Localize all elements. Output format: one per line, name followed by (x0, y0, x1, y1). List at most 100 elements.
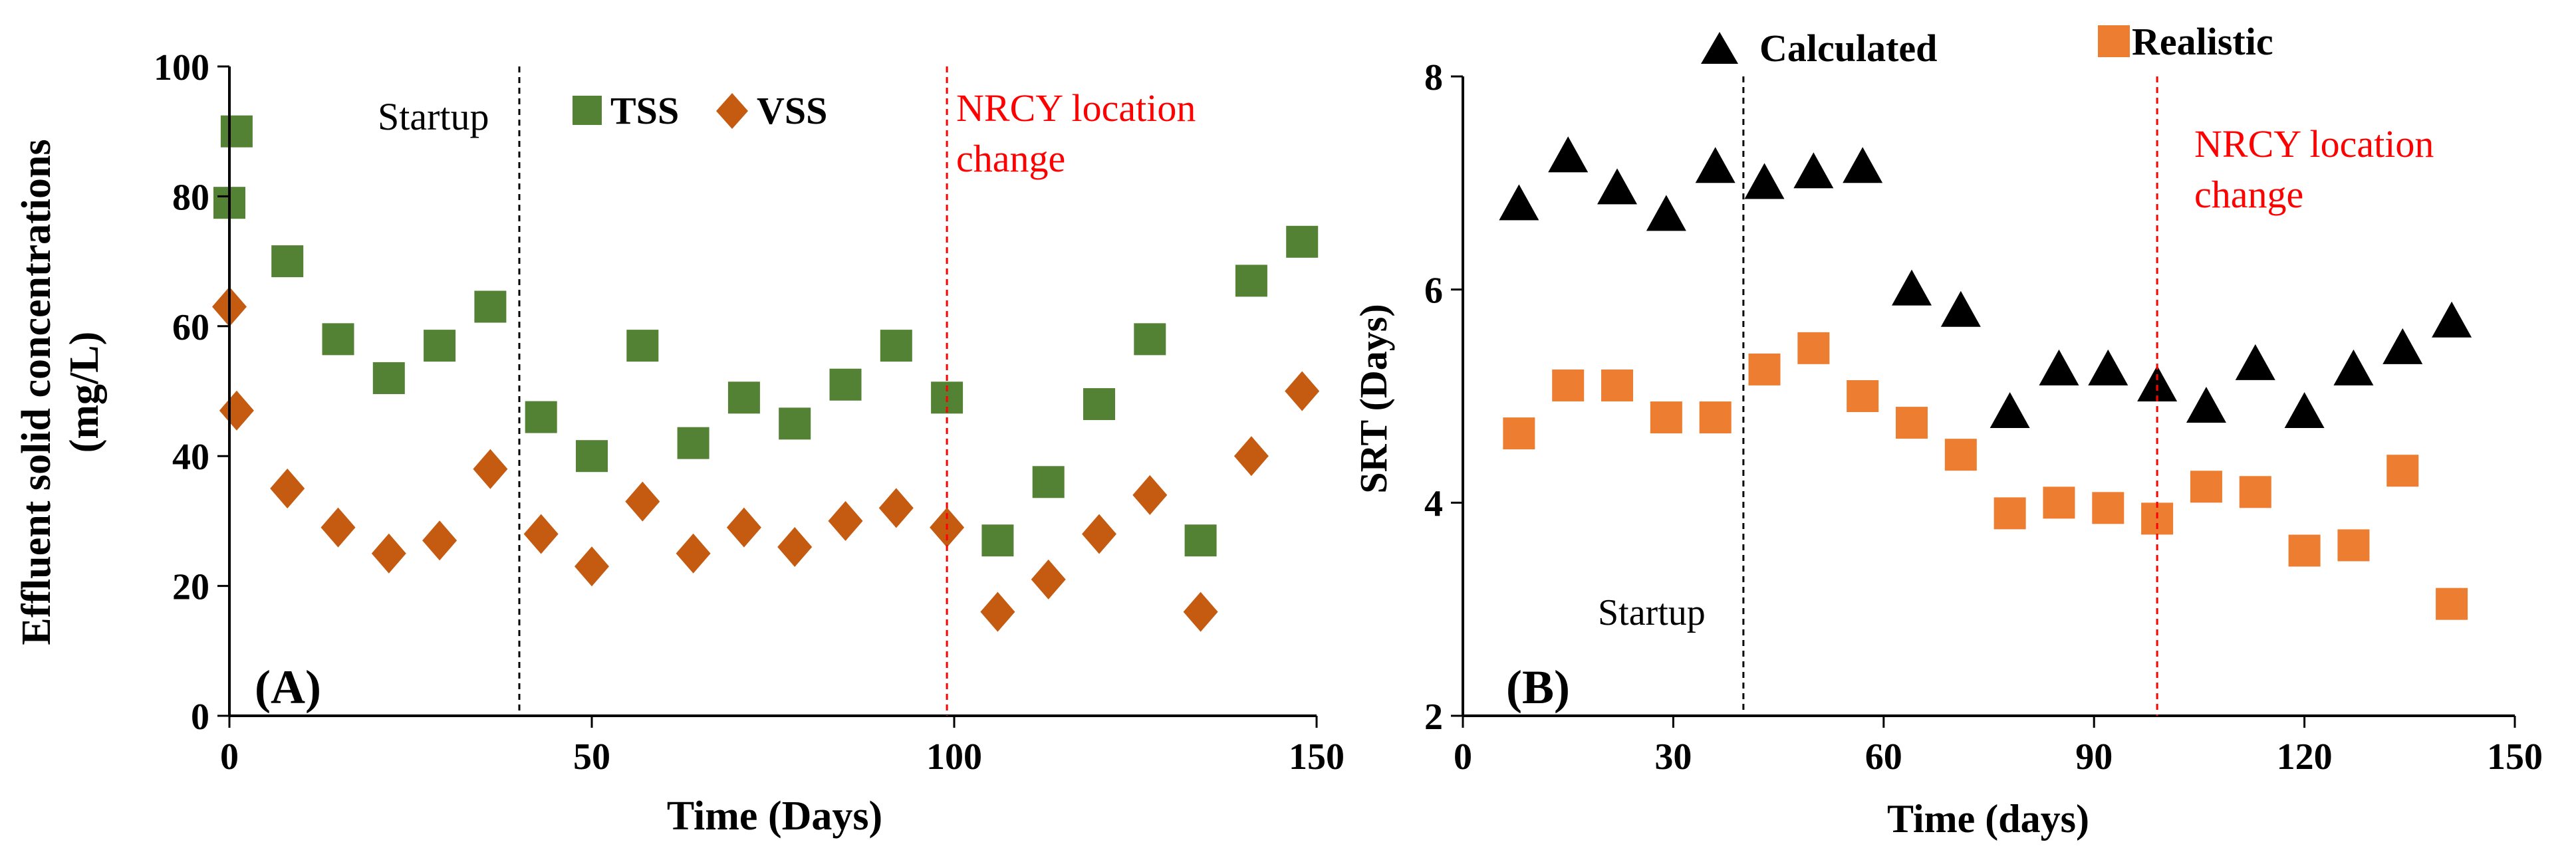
data-point-calculated (2235, 344, 2275, 380)
panel-a-startup-label: Startup (378, 95, 489, 138)
legend-realistic-label: Realistic (2132, 20, 2273, 63)
data-point-vss (270, 469, 305, 509)
data-point-calculated (1891, 269, 1932, 306)
y-tick-label: 40 (172, 437, 209, 478)
data-point-tss (271, 245, 304, 278)
data-point-vss (1031, 559, 1066, 599)
data-point-realistic (1847, 380, 1879, 412)
x-tick-label: 150 (1289, 736, 1345, 778)
data-point-realistic (1503, 417, 1535, 450)
x-tick-label: 100 (926, 736, 982, 778)
panel-b-x-label: Time (days) (1887, 797, 2089, 841)
panel-a-y-label: Effluent solid concentrations (mg/L) (14, 139, 107, 645)
panel-b: 0 30 60 90 120 150 2 4 6 8 SRT (Days) Time (days)… (1352, 20, 2543, 841)
data-point-realistic (2239, 476, 2271, 508)
data-point-tss (727, 381, 760, 414)
data-point-tss (829, 368, 862, 401)
data-point-vss (726, 507, 761, 548)
legend-realistic-marker (2098, 25, 2130, 57)
y-tick-label: 4 (1424, 483, 1443, 524)
legend-calculated-label: Calculated (1759, 27, 1937, 70)
data-point-calculated (1695, 147, 1736, 183)
data-point-calculated (1548, 136, 1589, 173)
legend-calculated-marker (1701, 32, 1738, 64)
data-point-realistic (1699, 401, 1732, 434)
panel-a-legend: TSS VSS (573, 89, 827, 132)
data-point-vss (1183, 592, 1218, 632)
data-point-calculated (2039, 349, 2079, 385)
data-point-tss (1134, 323, 1166, 356)
data-point-calculated (2137, 365, 2178, 401)
data-point-vss (473, 449, 508, 489)
panel-b-tag: (B) (1506, 661, 1570, 714)
data-point-tss (880, 330, 912, 362)
y-tick-label: 100 (154, 47, 209, 88)
data-point-vss (1082, 514, 1116, 554)
y-tick-label: 8 (1424, 57, 1443, 98)
data-point-tss (1032, 466, 1065, 498)
data-point-realistic (1895, 407, 1928, 439)
legend-tss-label: TSS (610, 89, 679, 132)
data-point-tss (1286, 225, 1319, 258)
data-point-calculated (1940, 290, 1981, 327)
y-tick-label: 20 (172, 567, 209, 608)
data-point-realistic (2092, 492, 2125, 524)
panel-a-marks (212, 115, 1320, 632)
data-point-vss (777, 526, 813, 567)
data-point-vss (1233, 436, 1269, 477)
legend-vss-marker (716, 93, 748, 129)
data-point-calculated (2333, 349, 2374, 385)
panel-b-nrcy-label-line1: NRCY location (2194, 122, 2434, 165)
data-point-calculated (1843, 147, 1883, 183)
data-point-realistic (1994, 497, 2026, 530)
data-point-calculated (1990, 392, 2030, 429)
data-point-vss (422, 520, 457, 561)
data-point-vss (575, 546, 609, 587)
data-point-realistic (2141, 502, 2174, 535)
data-point-vss (625, 481, 660, 522)
data-point-realistic (2386, 455, 2419, 487)
data-point-vss (321, 507, 356, 548)
data-point-calculated (1646, 195, 1686, 231)
data-point-vss (219, 390, 254, 431)
data-point-tss (525, 401, 557, 433)
data-point-realistic (2436, 588, 2468, 620)
x-tick-label: 30 (1654, 736, 1692, 778)
panel-a-x-label: Time (Days) (667, 794, 882, 839)
panel-b-legend: Calculated Realistic (1701, 20, 2273, 70)
panel-a: 0 50 100 150 0 20 40 60 80 100 Effluent solid con… (14, 47, 1345, 839)
data-point-vss (371, 533, 406, 574)
panel-a-ticks: 0 50 100 150 0 20 40 60 80 100 (154, 47, 1345, 778)
legend-tss-marker (573, 96, 602, 125)
data-point-realistic (2337, 529, 2370, 562)
data-point-calculated (2186, 387, 2226, 423)
data-point-tss (576, 440, 608, 473)
data-point-vss (676, 533, 711, 574)
data-point-vss (828, 500, 863, 541)
panel-a-nrcy-label-line1: NRCY location (956, 86, 1196, 130)
data-point-vss (980, 592, 1015, 632)
panel-a-nrcy-label-line2: change (956, 137, 1065, 180)
data-point-tss (626, 330, 659, 362)
y-tick-label: 60 (172, 307, 209, 348)
data-point-tss (779, 407, 811, 440)
data-point-vss (523, 514, 559, 554)
data-point-tss (1184, 524, 1217, 557)
data-point-calculated (1793, 152, 1834, 189)
data-point-tss (1235, 265, 1267, 297)
data-point-calculated (1597, 168, 1638, 205)
data-point-vss (878, 488, 914, 528)
x-tick-label: 0 (1454, 736, 1472, 778)
panel-b-startup-label: Startup (1598, 592, 1706, 633)
data-point-realistic (1748, 353, 1781, 385)
data-point-tss (322, 323, 354, 356)
data-point-tss (981, 524, 1014, 557)
x-tick-label: 0 (220, 736, 239, 778)
legend-vss-label: VSS (757, 89, 827, 132)
data-point-calculated (2432, 301, 2472, 338)
data-point-vss (1285, 371, 1320, 411)
y-tick-label: 0 (191, 697, 209, 738)
data-point-calculated (2088, 349, 2128, 385)
y-tick-label: 2 (1424, 697, 1443, 738)
data-point-tss (677, 427, 709, 459)
